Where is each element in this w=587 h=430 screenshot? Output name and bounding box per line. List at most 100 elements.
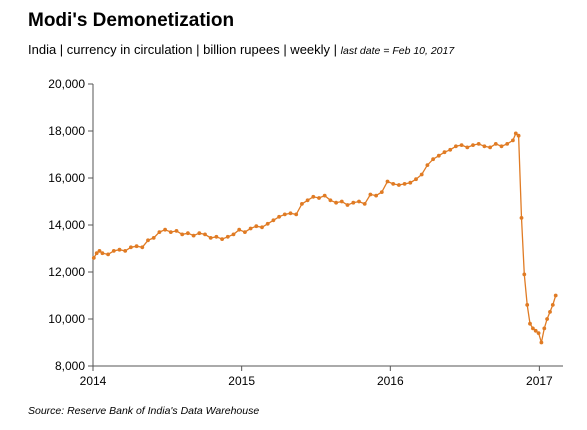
data-point (129, 245, 133, 250)
data-point (525, 303, 530, 307)
data-point (237, 227, 242, 232)
data-point (191, 233, 196, 238)
data-point (431, 157, 435, 162)
series-line (93, 132, 557, 343)
data-point (151, 236, 156, 240)
data-point (505, 142, 510, 146)
data-point (519, 216, 524, 220)
data-point (511, 138, 515, 143)
data-point (231, 232, 236, 237)
data-point (408, 180, 413, 185)
data-point (140, 245, 145, 250)
data-point (334, 200, 338, 205)
data-point (180, 232, 185, 237)
data-point (91, 256, 96, 260)
data-point (111, 249, 116, 253)
x-tick-label: 2014 (80, 374, 107, 388)
data-point (345, 203, 350, 207)
data-point (368, 192, 373, 197)
data-point (339, 199, 344, 204)
data-point (317, 196, 321, 200)
data-point (282, 212, 287, 217)
data-point (397, 183, 401, 187)
data-point (465, 145, 470, 150)
data-point (545, 317, 549, 321)
data-point (442, 150, 447, 155)
data-point (117, 247, 122, 252)
y-tick-label: 8,000 (55, 359, 85, 373)
data-point (311, 194, 316, 199)
y-tick-label: 14,000 (48, 218, 85, 232)
data-point (357, 199, 361, 204)
source-note: Source: Reserve Bank of India's Data War… (28, 405, 260, 417)
data-point (305, 198, 310, 203)
data-point (294, 212, 299, 217)
data-point (134, 244, 139, 249)
data-point (539, 340, 544, 345)
data-point (260, 225, 264, 230)
data-point (248, 226, 253, 231)
data-point (100, 251, 105, 256)
y-axis-ticks: 8,000 10,000 12,000 14,000 16,000 18,000 20,00… (48, 77, 93, 373)
x-tick-label: 2017 (526, 374, 553, 388)
chart-subtitle: India | currency in circulation | billio… (28, 42, 454, 57)
data-point (106, 252, 110, 257)
data-point (197, 231, 202, 236)
data-point (374, 193, 378, 198)
data-point (123, 249, 128, 253)
data-point (328, 198, 333, 203)
data-point (214, 234, 219, 239)
data-point (146, 238, 150, 243)
data-point (476, 142, 481, 146)
data-point (542, 326, 547, 331)
data-point (300, 202, 304, 206)
subtitle-main: India | currency in circulation | billio… (28, 42, 341, 57)
data-point (243, 230, 247, 235)
y-tick-label: 12,000 (48, 265, 85, 279)
data-point (157, 230, 162, 235)
data-point (553, 293, 558, 298)
data-point (254, 224, 259, 229)
data-point (522, 272, 527, 277)
data-point (362, 202, 367, 206)
data-point (94, 251, 99, 256)
data-point (419, 172, 424, 177)
data-point (97, 249, 102, 253)
y-tick-label: 20,000 (48, 77, 85, 91)
data-point (425, 163, 430, 168)
data-point (271, 218, 276, 223)
series-points (91, 131, 558, 345)
data-point (459, 143, 464, 148)
y-tick-label: 16,000 (48, 171, 85, 185)
data-point (471, 143, 475, 148)
data-point (379, 190, 384, 195)
data-point (288, 211, 293, 216)
data-point (163, 227, 168, 232)
data-point (265, 221, 270, 226)
data-point (277, 214, 281, 219)
data-point (385, 179, 390, 184)
data-point (550, 303, 555, 307)
data-point (351, 200, 356, 205)
data-point (391, 182, 396, 186)
subtitle-note: last date = Feb 10, 2017 (340, 45, 455, 57)
data-point (448, 147, 453, 152)
data-point (225, 234, 230, 239)
data-point (402, 182, 407, 186)
data-point (414, 177, 418, 182)
data-point (513, 131, 518, 136)
x-tick-label: 2016 (377, 374, 404, 388)
data-point (548, 310, 552, 314)
data-point (536, 331, 541, 335)
data-point (533, 328, 538, 333)
data-point (528, 321, 532, 326)
data-point (493, 142, 498, 146)
data-point (531, 326, 535, 331)
data-point (322, 193, 327, 198)
chart-title: Modi's Demonetization (28, 10, 235, 31)
data-point (208, 236, 213, 240)
data-point (168, 230, 173, 235)
x-tick-label: 2015 (228, 374, 255, 388)
data-point (454, 144, 458, 149)
